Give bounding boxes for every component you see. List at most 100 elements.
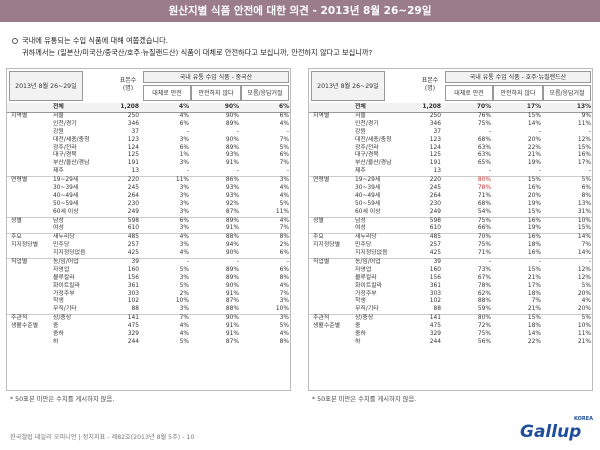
unsafe-cell: 93% <box>225 192 239 199</box>
dk-cell: 20% <box>577 306 591 313</box>
safe-cell: 62% <box>477 290 491 297</box>
table-row: 블루칼라 156 67% 21% 12% <box>309 275 592 283</box>
row-subgroup-label: 강원 <box>53 128 64 135</box>
safe-cell: 3% <box>179 274 189 281</box>
table-row: 성별 남성 598 6% 89% 4% <box>7 216 290 226</box>
dk-cell: 7% <box>279 290 289 297</box>
unsafe-cell: 89% <box>225 266 239 273</box>
dk-cell: - <box>286 259 289 266</box>
safe-cell: 63% <box>477 144 491 151</box>
sample-size-cell: 39 <box>433 259 442 266</box>
logo-text: Gallup <box>520 422 582 442</box>
sample-size-header: 표본수 (명) <box>421 77 439 92</box>
sample-size-cell: 250 <box>429 113 441 119</box>
safe-cell: 6% <box>179 217 189 224</box>
table-row: 40~49세 264 3% 93% 4% <box>7 193 290 201</box>
row-subgroup-label: 대전/세종/충청 <box>355 136 392 143</box>
row-subgroup-label: 지지정당없음 <box>53 250 86 257</box>
row-group-label: 주관적 <box>313 315 330 322</box>
unsafe-cell: - <box>538 259 541 266</box>
row-subgroup-label: 지지정당없음 <box>355 250 388 257</box>
col-safe-header: 대체로 안전 <box>445 85 493 101</box>
sample-size-cell: 37 <box>433 128 442 135</box>
safe-cell: 10% <box>175 298 189 305</box>
dk-cell: 15% <box>577 144 591 151</box>
row-subgroup-label: 50~59세 <box>355 200 381 207</box>
row-subgroup-label: 중하 <box>53 331 64 338</box>
unsafe-cell: 91% <box>225 290 239 297</box>
row-subgroup-label: 여성 <box>355 225 366 232</box>
sample-size-cell: 264 <box>429 192 441 199</box>
table-row: 연령별 19~29세 220 80% 15% 5% <box>309 176 592 185</box>
unsafe-cell: 15% <box>527 208 541 215</box>
row-group-label: 주관적 <box>11 315 28 322</box>
safe-cell: 75% <box>477 120 491 127</box>
gallup-logo: Gallup KOREA <box>520 416 593 442</box>
dk-cell: 7% <box>279 136 289 143</box>
unsafe-cell: 22% <box>527 338 541 345</box>
table-row: 직업별 농/임/어업 39 - - - <box>309 258 592 267</box>
table-row: 제주 13 - - - <box>309 168 592 176</box>
unsafe-cell: 90% <box>225 282 239 289</box>
dk-cell: 2% <box>279 242 289 249</box>
dk-cell: 7% <box>279 160 289 167</box>
table-row: 생활수준별 중 475 4% 91% 5% <box>7 323 290 331</box>
unsafe-cell: 87% <box>225 298 239 305</box>
dk-cell: 4% <box>279 217 289 224</box>
dk-cell: 8% <box>581 192 591 199</box>
row-group-label: 성별 <box>313 217 324 224</box>
unsafe-cell: - <box>538 128 541 135</box>
safe-cell: 78% <box>477 282 491 289</box>
sample-size-cell: 102 <box>429 298 441 305</box>
safe-cell: 11% <box>175 177 189 184</box>
sample-size-cell: 361 <box>127 282 139 289</box>
dk-cell: - <box>588 128 591 135</box>
unsafe-cell: 16% <box>527 217 541 224</box>
sample-size-cell: 141 <box>127 315 139 322</box>
unsafe-cell: 15% <box>527 315 541 322</box>
dk-cell: 13% <box>576 104 591 110</box>
unsafe-cell: 92% <box>225 200 239 207</box>
table-row: 인천/경기 346 6% 89% 4% <box>7 121 290 129</box>
sample-size-cell: 88 <box>131 306 140 313</box>
dk-cell: 13% <box>577 200 591 207</box>
table-row: 가정주부 303 62% 18% 20% <box>309 291 592 299</box>
unsafe-cell: 19% <box>527 200 541 207</box>
col-unsafe-header: 안전하지 않다 <box>493 85 543 101</box>
table-row: 중하 329 75% 14% 11% <box>309 331 592 339</box>
dk-cell: - <box>286 128 289 135</box>
table-row: 광주/전라 124 6% 89% 5% <box>7 145 290 153</box>
row-subgroup-label: 상/중상 <box>53 315 72 322</box>
safe-cell: 68% <box>477 136 491 143</box>
sample-size-cell: 249 <box>127 208 139 215</box>
row-group-label: 지지정당별 <box>313 242 341 249</box>
row-subgroup-label: 40~49세 <box>355 192 381 199</box>
row-subgroup-label: 여성 <box>53 225 64 232</box>
row-subgroup-label: 새누리당 <box>355 234 377 241</box>
safe-cell: 4% <box>179 250 189 257</box>
unsafe-cell: 22% <box>527 144 541 151</box>
sample-size-cell: 244 <box>429 338 441 345</box>
unsafe-cell: 90% <box>224 104 239 110</box>
unsafe-cell: 16% <box>527 234 541 241</box>
safe-cell: 73% <box>477 266 491 273</box>
safe-cell: 6% <box>179 120 189 127</box>
sample-size-cell: 37 <box>131 128 140 135</box>
dk-cell: 7% <box>279 225 289 232</box>
unsafe-cell: 89% <box>225 274 239 281</box>
safe-cell: 56% <box>477 338 491 345</box>
safe-cell: 80% <box>477 177 491 184</box>
row-subgroup-label: 전체 <box>355 104 366 110</box>
row-subgroup-label: 60세 이상 <box>355 208 381 215</box>
safe-cell: 3% <box>179 242 189 249</box>
table-row: 강원 37 - - - <box>309 129 592 137</box>
unsafe-cell: 90% <box>225 136 239 143</box>
safe-cell: 5% <box>179 338 189 345</box>
unsafe-cell: 91% <box>225 323 239 330</box>
dk-cell: 6% <box>279 152 289 159</box>
unsafe-cell: 14% <box>527 331 541 338</box>
sample-size-cell: 230 <box>127 200 139 207</box>
unsafe-cell: 21% <box>527 274 541 281</box>
unsafe-cell: - <box>236 168 239 175</box>
unsafe-cell: 15% <box>527 266 541 273</box>
